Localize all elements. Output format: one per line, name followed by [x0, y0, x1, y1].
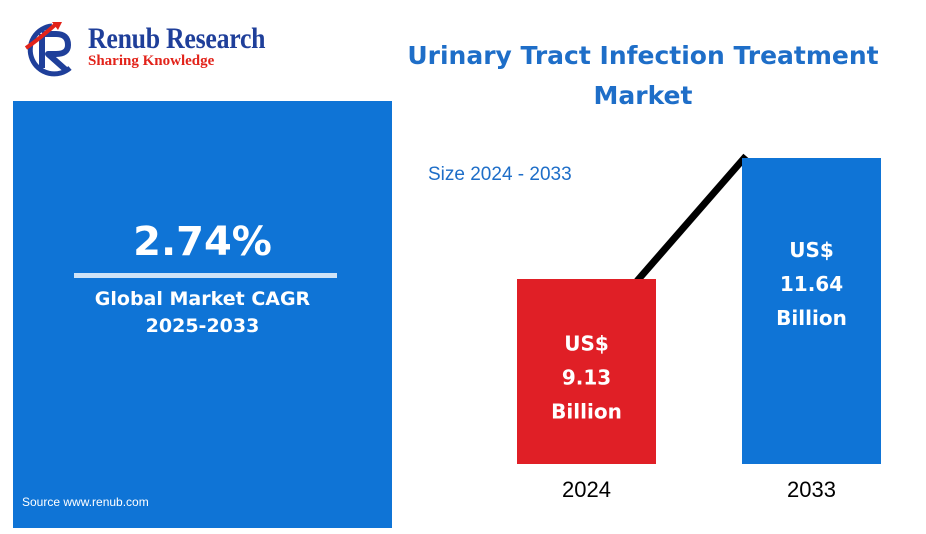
cagr-label-line2: 2025-2033 — [145, 315, 260, 337]
data-label-2033-line2: 11.64 — [780, 272, 843, 296]
cagr-value: 2.74% — [133, 219, 272, 265]
x-tick-label-2033: 2033 — [787, 477, 836, 502]
data-label-2033-line3: Billion — [776, 306, 847, 330]
trend-line — [634, 153, 749, 284]
cagr-label-line1: Global Market CAGR — [94, 288, 311, 310]
data-label-2024-line2: 9.13 — [562, 366, 611, 390]
renub-logo-icon — [24, 22, 72, 77]
brand-name: Renub Research — [88, 22, 266, 55]
brand-tagline: Sharing Knowledge — [88, 53, 215, 69]
x-tick-label-2024: 2024 — [562, 477, 611, 502]
source-note: Source www.renub.com — [22, 495, 149, 509]
bar-2024 — [517, 279, 656, 464]
bar-2033 — [742, 158, 881, 464]
cagr-panel: 2.74% Global Market CAGR 2025-2033 Sourc… — [13, 101, 392, 528]
brand-logo: Renub Research Sharing Knowledge — [22, 20, 312, 80]
cagr-divider — [74, 273, 337, 278]
data-label-2024-line1: US$ — [564, 332, 609, 356]
chart-subtitle: Size 2024 - 2033 — [428, 164, 572, 185]
page-title: Urinary Tract Infection Treatment Market — [407, 41, 879, 110]
data-label-2033-line1: US$ — [789, 238, 834, 262]
cagr-label: Global Market CAGR 2025-2033 — [13, 286, 392, 340]
data-label-2024-line3: Billion — [551, 400, 622, 424]
